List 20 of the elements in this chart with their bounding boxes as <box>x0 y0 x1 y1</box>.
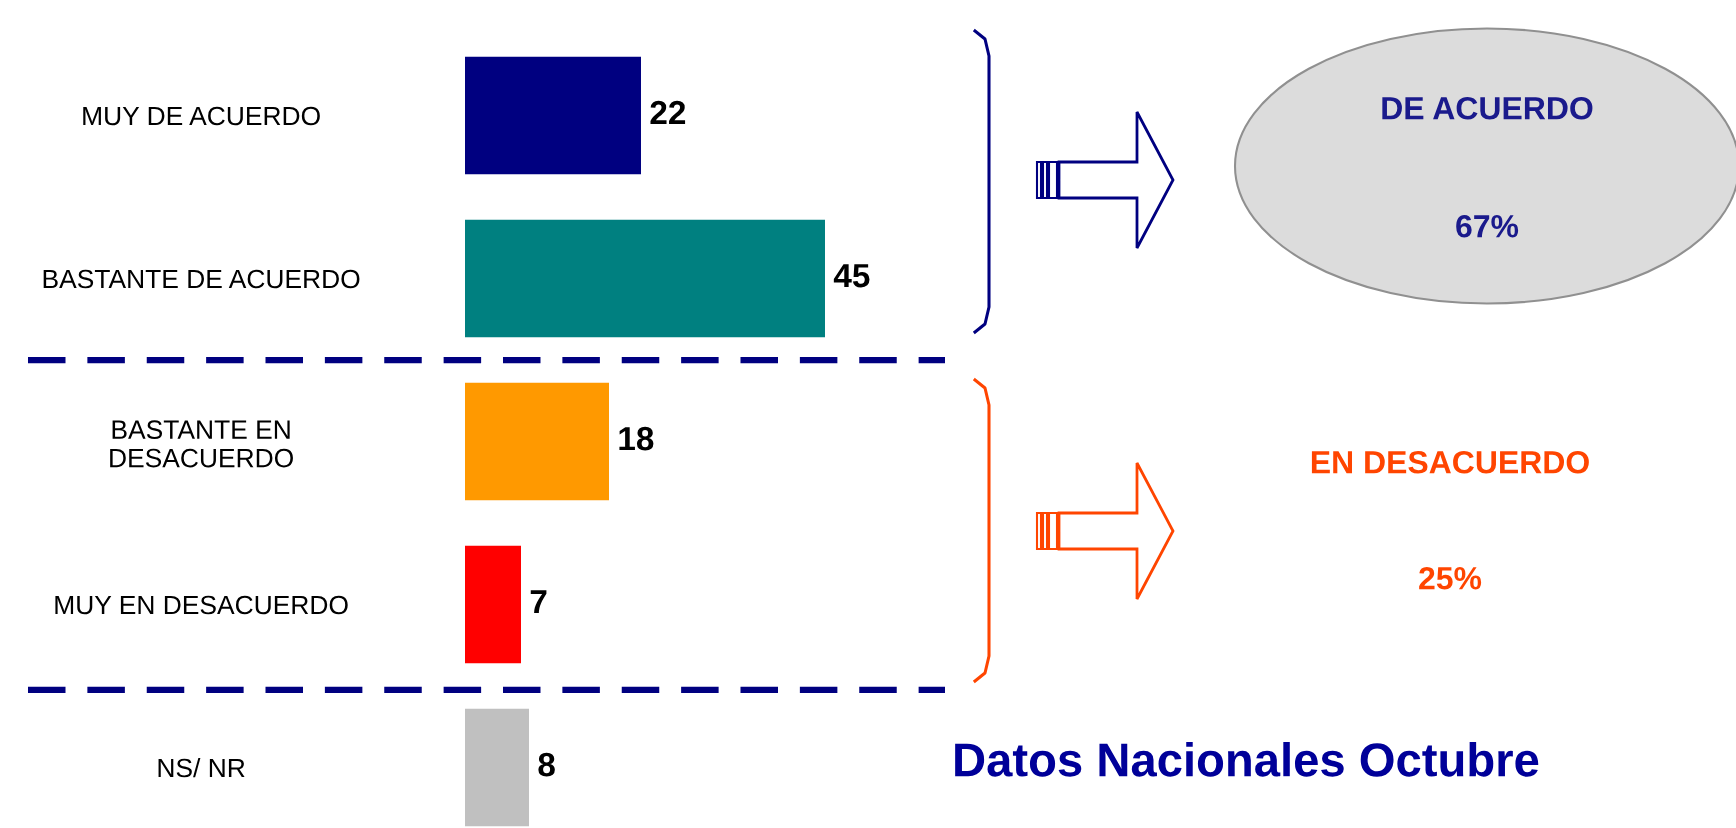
text: 67% <box>1456 214 1519 238</box>
bar <box>465 708 529 827</box>
bar <box>465 545 521 664</box>
text: EN DESACUERDO <box>1311 450 1589 474</box>
text: Datos Nacionales Octubre <box>955 741 1539 777</box>
bar <box>465 219 825 338</box>
y-tick-label: MUY EN DESACUERDO <box>55 595 348 615</box>
text: DE ACUERDO <box>1382 96 1593 120</box>
bar <box>465 382 609 501</box>
data-label: 45 <box>833 264 870 288</box>
y-tick-label: BASTANTE EN DESACUERDO <box>110 420 293 468</box>
data-label: 7 <box>530 590 547 614</box>
y-tick-label: BASTANTE DE ACUERDO <box>43 269 360 289</box>
text: 25% <box>1419 566 1482 590</box>
y-tick-label: MUY DE ACUERDO <box>83 106 320 126</box>
bar <box>465 56 641 175</box>
data-label: 18 <box>619 426 654 451</box>
data-label: 22 <box>650 100 686 125</box>
y-tick-label: NS/ NR <box>158 757 245 778</box>
data-label: 8 <box>538 752 555 777</box>
